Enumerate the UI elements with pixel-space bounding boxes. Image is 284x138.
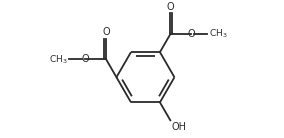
Text: O: O — [82, 54, 89, 64]
Text: OH: OH — [172, 122, 187, 132]
Text: O: O — [102, 27, 110, 37]
Text: CH$_3$: CH$_3$ — [209, 28, 227, 40]
Text: O: O — [166, 2, 174, 12]
Text: CH$_3$: CH$_3$ — [49, 53, 68, 66]
Text: O: O — [187, 29, 195, 39]
